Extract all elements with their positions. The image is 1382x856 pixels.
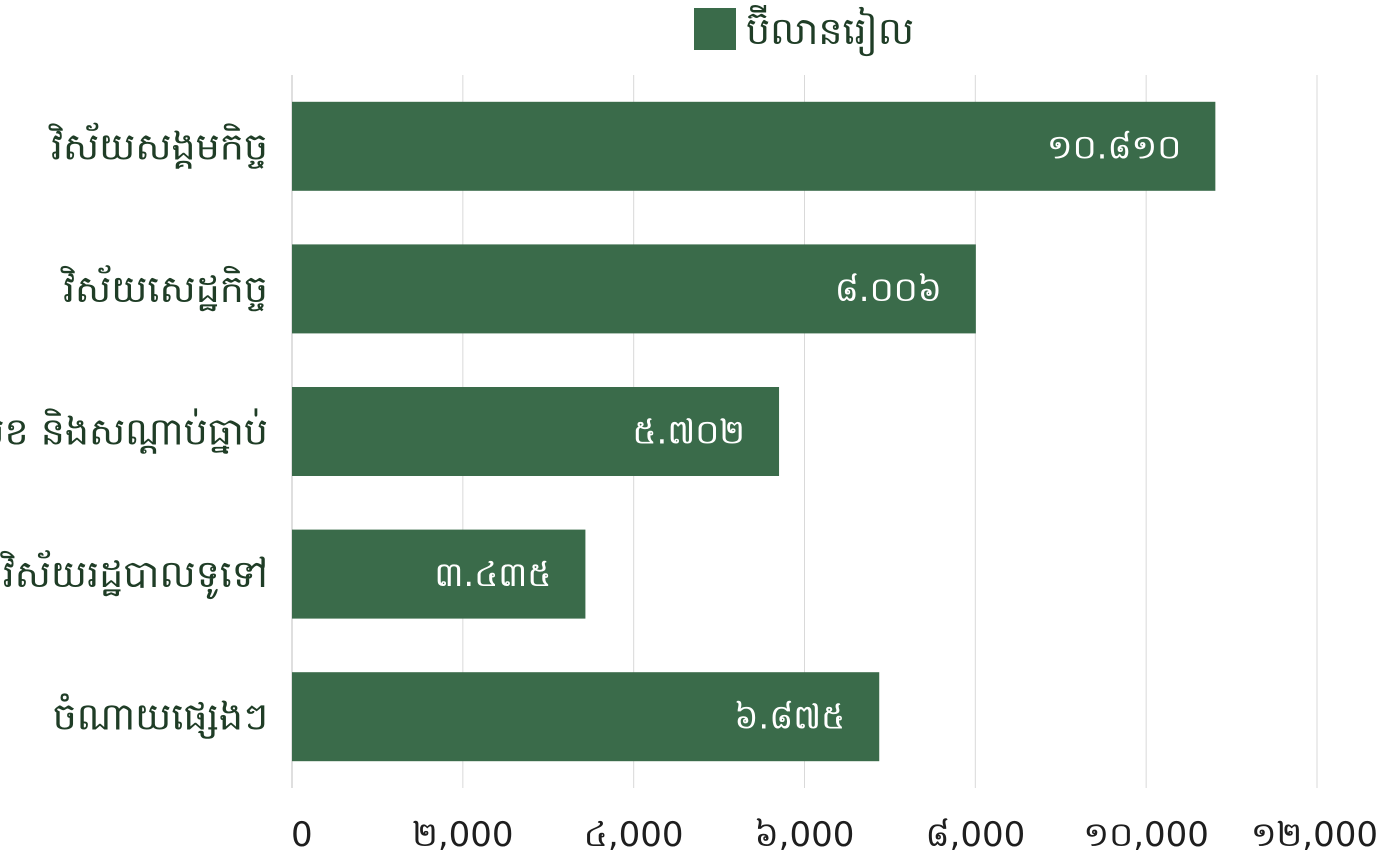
category-label: វិស័យសេដ្ឋកិច្ច: [60, 265, 268, 312]
bar-data-label: ១០.៨១០: [1047, 127, 1182, 167]
bar: [292, 387, 780, 476]
category-label: វិស័យរដ្ឋបាលទូទៅ: [0, 550, 268, 600]
category-axis: វិស័យសង្គមកិច្ចវិស័យសេដ្ឋកិច្ចសន្តិសុខ ន…: [0, 122, 268, 739]
bar: [292, 101, 1216, 191]
category-label: ចំណាយផ្សេងៗ: [53, 693, 268, 740]
x-tick-label: ២,000: [412, 815, 513, 855]
legend-swatch: [694, 8, 736, 50]
legend-label: ប៊ីលានរៀល: [746, 5, 914, 57]
bar-data-label: ៦.៨៧៥: [734, 698, 845, 738]
x-tick-label: ១០,000: [1083, 815, 1209, 855]
x-tick-label: ១២,000: [1251, 815, 1378, 855]
x-tick-label: ៤,000: [584, 815, 684, 855]
x-tick-label: ៨,000: [925, 815, 1025, 855]
value-axis: 0 ២,000 ៤,000 ៦,000 ៨,000 ១០,000 ១២,000: [291, 815, 1378, 855]
category-label: សន្តិសុខ និងសណ្តាប់ធ្នាប់: [0, 408, 268, 458]
bar-data-label: ៣.៤៣៥: [434, 555, 551, 595]
category-label: វិស័យសង្គមកិច្ច: [48, 122, 268, 169]
bar-data-label: ៥.៧០២: [632, 413, 745, 453]
bar: [292, 244, 976, 334]
bar: [292, 672, 880, 762]
x-tick-label: ៦,000: [755, 815, 855, 855]
bar-data-label: ៨.០០៦: [835, 270, 942, 310]
bar: [292, 529, 586, 619]
x-tick-label: 0: [291, 815, 313, 855]
legend: ប៊ីលានរៀល: [694, 5, 914, 57]
bars: [292, 101, 1216, 762]
